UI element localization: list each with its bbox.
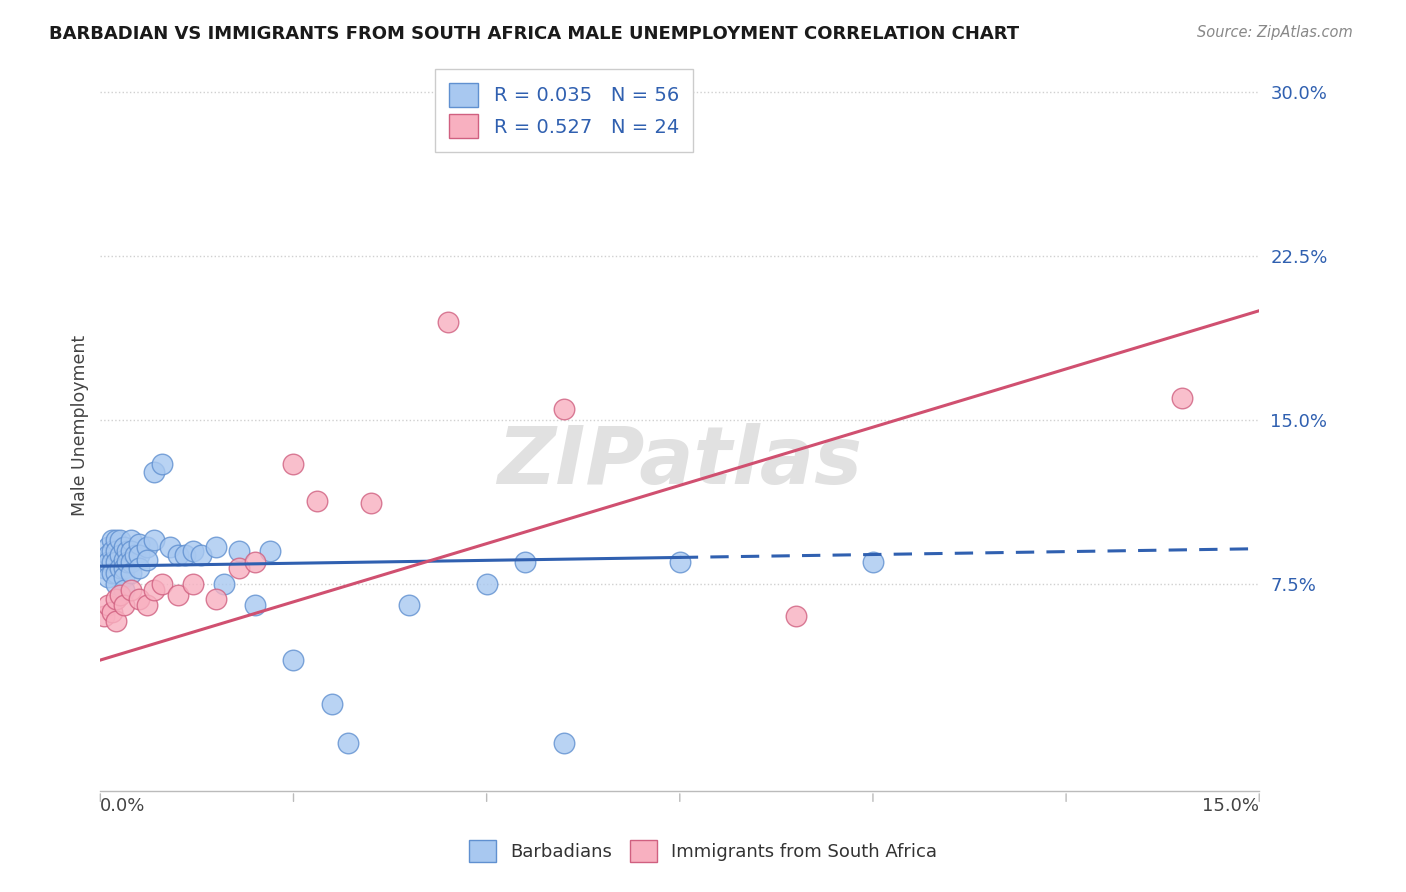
Point	[143, 533, 166, 547]
Point	[108, 561, 131, 575]
Point	[108, 588, 131, 602]
Point	[101, 555, 124, 569]
Point	[159, 540, 181, 554]
Point	[1171, 391, 1194, 405]
Point	[108, 548, 131, 562]
Point	[93, 609, 115, 624]
Point	[128, 591, 150, 606]
Point	[553, 401, 575, 416]
Point	[143, 583, 166, 598]
Point	[321, 697, 343, 711]
Point	[112, 561, 135, 575]
Point	[135, 540, 157, 554]
Point	[93, 561, 115, 575]
Point	[124, 548, 146, 562]
Point	[108, 533, 131, 547]
Point	[104, 591, 127, 606]
Point	[104, 544, 127, 558]
Point	[212, 576, 235, 591]
Point	[305, 493, 328, 508]
Point	[553, 736, 575, 750]
Point	[104, 614, 127, 628]
Point	[120, 566, 142, 580]
Point	[120, 533, 142, 547]
Point	[120, 544, 142, 558]
Point	[117, 544, 139, 558]
Point	[135, 552, 157, 566]
Point	[174, 548, 197, 562]
Text: BARBADIAN VS IMMIGRANTS FROM SOUTH AFRICA MALE UNEMPLOYMENT CORRELATION CHART: BARBADIAN VS IMMIGRANTS FROM SOUTH AFRIC…	[49, 25, 1019, 43]
Point	[259, 544, 281, 558]
Legend: R = 0.035   N = 56, R = 0.527   N = 24: R = 0.035 N = 56, R = 0.527 N = 24	[436, 70, 693, 152]
Point	[205, 591, 228, 606]
Point	[104, 576, 127, 591]
Point	[181, 544, 204, 558]
Text: Source: ZipAtlas.com: Source: ZipAtlas.com	[1197, 25, 1353, 40]
Point	[515, 555, 537, 569]
Point	[101, 533, 124, 547]
Point	[104, 566, 127, 580]
Point	[228, 561, 250, 575]
Point	[112, 540, 135, 554]
Point	[437, 315, 460, 329]
Point	[112, 570, 135, 584]
Point	[150, 457, 173, 471]
Text: 0.0%: 0.0%	[100, 797, 146, 815]
Point	[112, 583, 135, 598]
Point	[97, 555, 120, 569]
Point	[104, 555, 127, 569]
Point	[120, 555, 142, 569]
Point	[143, 465, 166, 479]
Point	[97, 548, 120, 562]
Point	[128, 537, 150, 551]
Point	[862, 555, 884, 569]
Point	[97, 570, 120, 584]
Point	[190, 548, 212, 562]
Point	[104, 533, 127, 547]
Point	[785, 609, 807, 624]
Point	[283, 457, 305, 471]
Point	[243, 555, 266, 569]
Point	[228, 544, 250, 558]
Text: ZIPatlas: ZIPatlas	[498, 423, 862, 501]
Point	[166, 588, 188, 602]
Point	[360, 496, 382, 510]
Text: 15.0%: 15.0%	[1202, 797, 1260, 815]
Point	[112, 599, 135, 613]
Point	[336, 736, 359, 750]
Point	[475, 576, 498, 591]
Point	[112, 552, 135, 566]
Point	[117, 555, 139, 569]
Point	[101, 544, 124, 558]
Point	[97, 599, 120, 613]
Point	[398, 599, 420, 613]
Point	[128, 548, 150, 562]
Point	[135, 599, 157, 613]
Point	[166, 548, 188, 562]
Point	[128, 561, 150, 575]
Legend: Barbadians, Immigrants from South Africa: Barbadians, Immigrants from South Africa	[461, 833, 945, 870]
Point	[243, 599, 266, 613]
Point	[668, 555, 690, 569]
Y-axis label: Male Unemployment: Male Unemployment	[72, 334, 89, 516]
Point	[181, 576, 204, 591]
Point	[120, 583, 142, 598]
Point	[101, 566, 124, 580]
Point	[150, 576, 173, 591]
Point	[101, 605, 124, 619]
Point	[97, 540, 120, 554]
Point	[205, 540, 228, 554]
Point	[283, 653, 305, 667]
